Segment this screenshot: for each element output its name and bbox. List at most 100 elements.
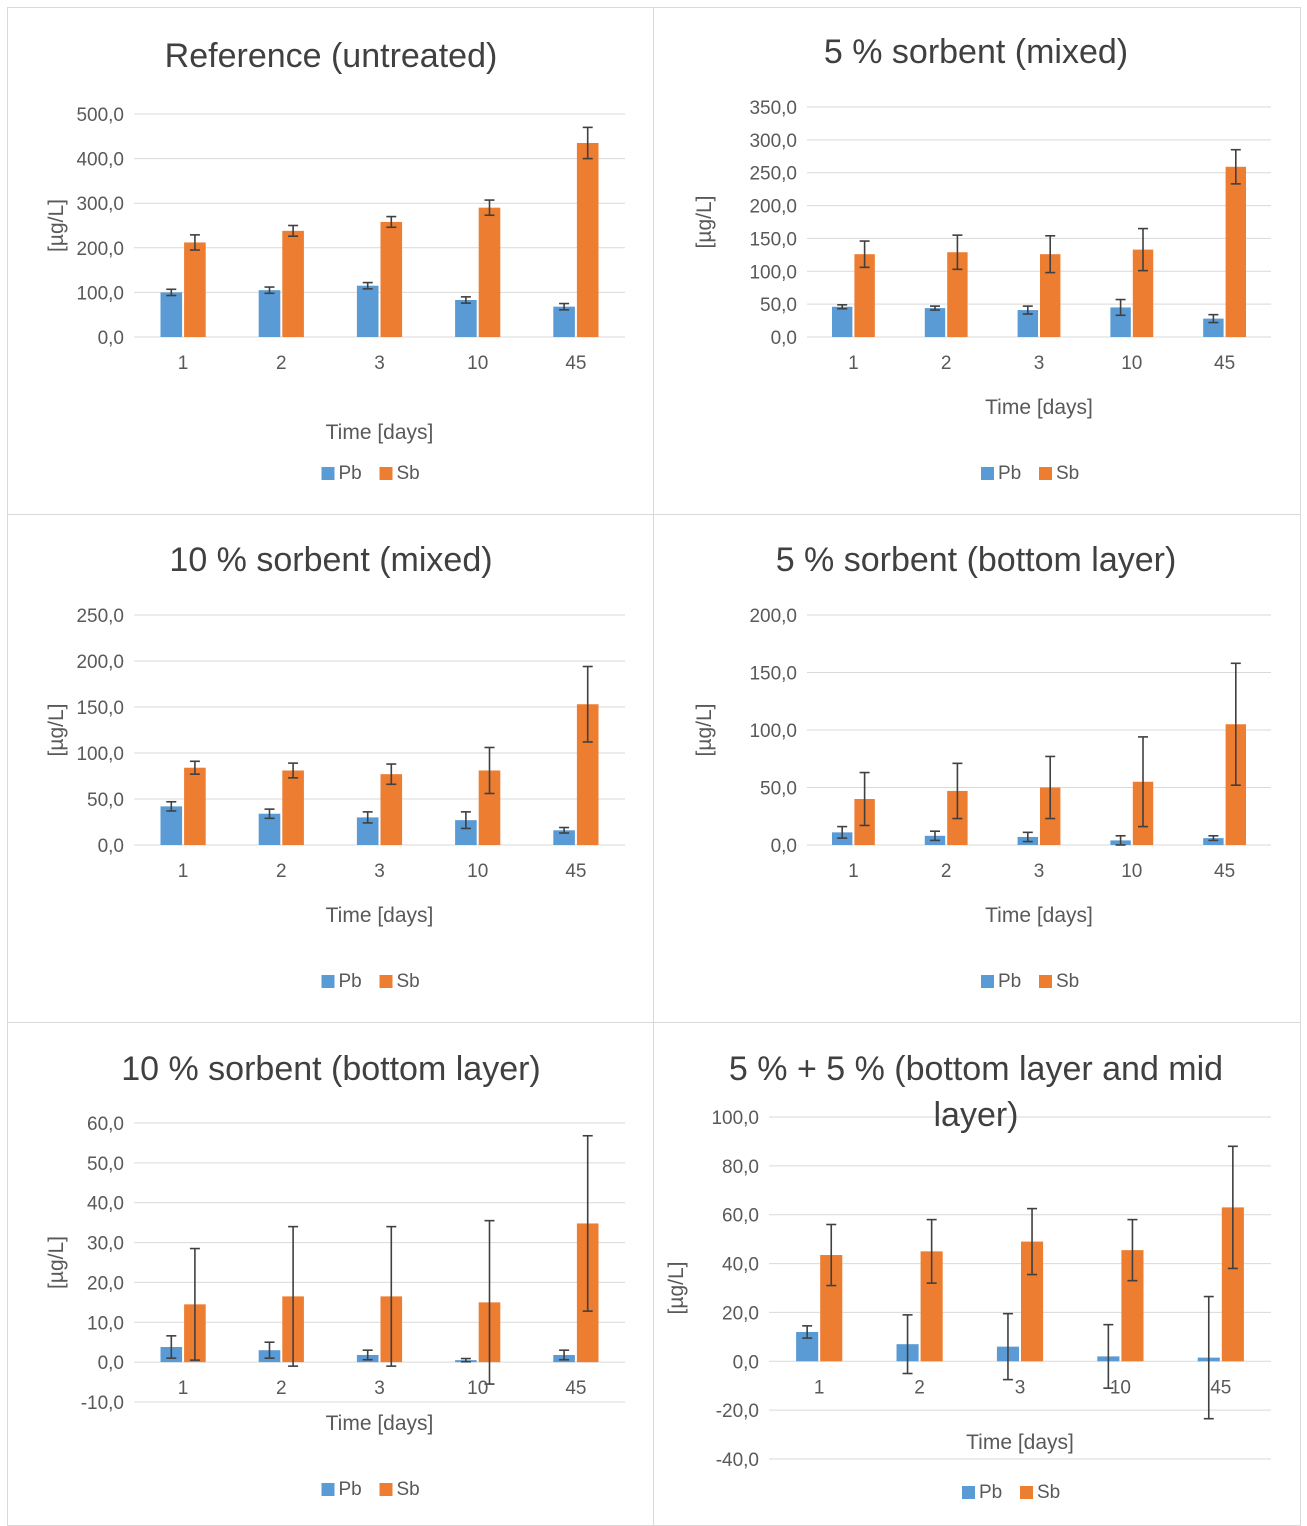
- x-tick-label: 3: [1034, 353, 1045, 374]
- x-axis-label: Time [days]: [966, 1431, 1074, 1454]
- y-tick-label: 50,0: [87, 1154, 124, 1175]
- error-bar-sb: [1138, 736, 1149, 828]
- legend-label-sb: Sb: [1056, 463, 1079, 484]
- error-bar-sb: [189, 1247, 200, 1361]
- y-tick-label: 60,0: [87, 1114, 124, 1135]
- x-tick-label: 45: [565, 1378, 586, 1399]
- error-bar-pb: [559, 1349, 570, 1361]
- legend-swatch-pb: [962, 1486, 975, 1499]
- y-tick-label: 150,0: [76, 698, 124, 719]
- error-bar-sb: [1230, 148, 1241, 185]
- legend-label-sb: Sb: [1037, 1482, 1060, 1503]
- chart-svg: 0,0 100,0 200,0 300,0 400,0 500,0 1 2 3 10 45 Refer…: [45, 37, 625, 484]
- y-tick-label: 0,0: [98, 328, 124, 349]
- x-tick-label: 2: [941, 353, 952, 374]
- error-bar-sb: [189, 234, 200, 251]
- x-tick-label: 3: [374, 1378, 385, 1399]
- y-tick-label: 300,0: [749, 131, 797, 152]
- y-tick-label: 40,0: [87, 1194, 124, 1215]
- y-axis-label: [µg/L]: [45, 704, 68, 757]
- error-bar-sb: [1127, 1218, 1138, 1282]
- y-tick-label: -10,0: [81, 1393, 124, 1414]
- y-tick-label: 20,0: [87, 1273, 124, 1294]
- x-axis-label: Time [days]: [326, 1412, 434, 1435]
- legend: Pb Sb: [981, 463, 1079, 484]
- error-bar-pb: [362, 1349, 373, 1361]
- chart-svg: 0,0 50,0 100,0 150,0 200,0 1 2 3 10 45 5 % sorbent…: [693, 541, 1271, 992]
- error-bar-sb: [1230, 662, 1241, 787]
- y-axis-label: [µg/L]: [45, 1236, 68, 1289]
- error-bar-sb: [582, 665, 593, 743]
- bar-pb: [356, 285, 379, 337]
- error-bar-sb: [952, 762, 963, 820]
- y-axis-label: [µg/L]: [693, 196, 716, 249]
- error-bar-pb: [1115, 298, 1126, 317]
- error-bar-sb: [859, 771, 870, 827]
- chart-title: 10 % sorbent (bottom layer): [121, 1050, 541, 1088]
- error-bar-pb: [802, 1325, 813, 1339]
- legend: Pb Sb: [962, 1482, 1060, 1503]
- error-bar-sb: [859, 240, 870, 269]
- bar-pb: [553, 306, 575, 337]
- legend-label-sb: Sb: [397, 971, 420, 992]
- legend-swatch-pb: [981, 467, 994, 480]
- error-bar-sb: [484, 1219, 495, 1385]
- bar-pb: [1017, 310, 1038, 337]
- error-bar-pb: [929, 305, 940, 311]
- x-tick-label: 1: [848, 861, 859, 882]
- error-bar-pb: [929, 830, 940, 842]
- legend-label-pb: Pb: [339, 1479, 362, 1500]
- chart-svg: -40,0 -20,0 0,0 20,0 40,0 60,0 80,0 100,0 1 2 3 10 4…: [665, 1050, 1271, 1503]
- x-tick-label: 10: [467, 353, 488, 374]
- error-bar-sb: [484, 199, 495, 217]
- legend-swatch-pb: [321, 467, 335, 480]
- y-tick-label: 50,0: [87, 790, 124, 811]
- y-tick-label: 20,0: [722, 1303, 759, 1324]
- x-axis-label: Time [days]: [985, 396, 1093, 419]
- bar-sb: [1021, 1241, 1044, 1362]
- bar-sb: [380, 221, 403, 337]
- bar-pb: [924, 308, 946, 337]
- x-tick-label: 1: [848, 353, 859, 374]
- y-tick-label: 0,0: [98, 1353, 124, 1374]
- y-tick-label: 0,0: [771, 836, 797, 857]
- x-tick-label: 2: [941, 861, 952, 882]
- x-tick-label: 3: [374, 861, 385, 882]
- bar-pb: [160, 292, 183, 337]
- chart-panel-5pct-bottom: 0,0 50,0 100,0 150,0 200,0 1 2 3 10 45 5 % sorbent…: [653, 514, 1301, 1024]
- bar-sb: [184, 242, 206, 337]
- x-tick-label: 45: [565, 353, 586, 374]
- bar-pb: [553, 830, 575, 845]
- x-tick-label: 10: [1121, 861, 1142, 882]
- y-tick-label: 150,0: [749, 229, 797, 250]
- error-bar-pb: [902, 1314, 913, 1375]
- legend: Pb Sb: [321, 971, 420, 992]
- bar-sb: [1132, 249, 1154, 337]
- legend-swatch-pb: [321, 975, 335, 988]
- bar-sb: [478, 770, 501, 845]
- x-tick-label: 2: [914, 1377, 925, 1398]
- legend-swatch-pb: [981, 975, 994, 988]
- y-tick-label: 500,0: [76, 105, 124, 126]
- y-tick-label: 400,0: [76, 150, 124, 171]
- legend-label-pb: Pb: [998, 971, 1021, 992]
- error-bar-pb: [1203, 1295, 1214, 1420]
- x-tick-label: 2: [276, 861, 287, 882]
- bar-pb: [455, 820, 477, 845]
- error-bar-pb: [166, 1335, 177, 1359]
- legend-swatch-sb: [1039, 467, 1052, 480]
- bar-pb: [455, 299, 477, 337]
- x-tick-label: 1: [178, 353, 189, 374]
- error-bar-sb: [189, 760, 200, 775]
- error-bar-pb: [1002, 1312, 1013, 1381]
- bar-pb: [796, 1331, 819, 1362]
- chart-svg: 0,0 50,0 100,0 150,0 200,0 250,0 300,0 350,0 1 2 3…: [693, 33, 1271, 484]
- error-bar-sb: [288, 224, 299, 238]
- legend-label-pb: Pb: [979, 1482, 1002, 1503]
- bar-sb: [1225, 166, 1247, 337]
- bar-sb: [282, 230, 304, 337]
- x-axis-label: Time [days]: [985, 904, 1093, 927]
- legend-swatch-sb: [379, 975, 393, 988]
- x-tick-label: 3: [1015, 1377, 1026, 1398]
- bar-sb: [947, 252, 968, 337]
